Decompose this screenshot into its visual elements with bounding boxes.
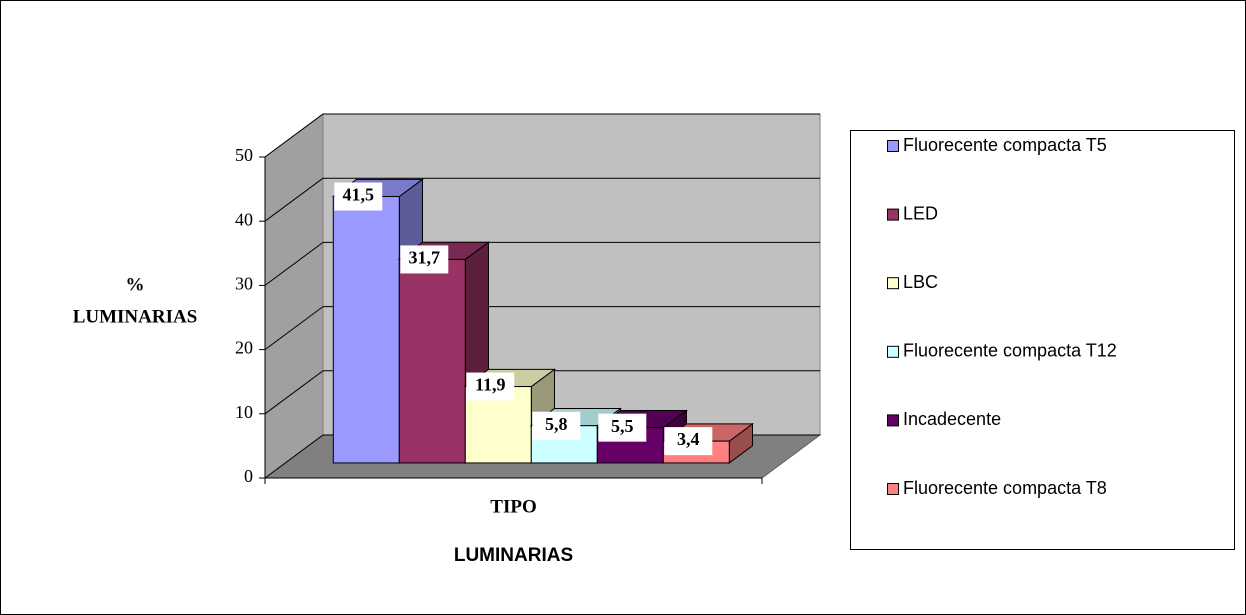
y-tick-label: 50 <box>235 145 253 165</box>
value-label: 5,8 <box>545 414 568 434</box>
x-axis-title: LUMINARIAS <box>454 545 573 566</box>
bar-front <box>398 258 466 464</box>
legend-box <box>850 130 1235 550</box>
legend-swatch <box>887 483 899 495</box>
legend-label: LED <box>903 203 938 223</box>
value-label-box <box>466 372 515 401</box>
grid-line <box>264 306 324 351</box>
grid-line <box>264 370 324 415</box>
x-tick-label: TIPO <box>490 496 536 517</box>
value-label-box <box>664 427 713 456</box>
grid-line <box>264 434 324 479</box>
value-label-box <box>400 245 449 274</box>
legend-label: Fluorecente compacta T5 <box>903 135 1107 155</box>
y-tick-label: 20 <box>235 338 253 358</box>
y-axis-title: % <box>126 274 145 295</box>
bar-front <box>332 196 400 464</box>
value-label: 41,5 <box>343 185 375 205</box>
legend-swatch <box>887 414 899 427</box>
value-label-box <box>532 411 581 440</box>
value-label: 3,4 <box>677 429 700 449</box>
side-wall <box>264 113 324 479</box>
value-label: 11,9 <box>475 375 506 395</box>
value-label: 5,5 <box>611 416 634 436</box>
y-axis-title: LUMINARIAS <box>73 306 198 327</box>
y-tick-label: 0 <box>244 466 253 486</box>
value-label: 31,7 <box>409 248 441 268</box>
legend-swatch <box>887 140 899 152</box>
y-tick-label: 40 <box>235 209 253 229</box>
y-tick-label: 10 <box>235 402 253 422</box>
value-label-box <box>598 413 647 442</box>
legend-swatch <box>887 208 899 221</box>
value-label-box <box>334 182 383 211</box>
legend-label: Incadecente <box>903 409 1001 429</box>
legend-label: LBC <box>903 272 938 292</box>
grid-line <box>264 241 324 286</box>
legend-swatch <box>887 345 899 358</box>
grid-line <box>264 177 324 222</box>
grid-line <box>264 113 324 158</box>
legend-label: Fluorecente compacta T8 <box>903 478 1107 498</box>
legend-label: Fluorecente compacta T12 <box>903 341 1117 361</box>
y-tick-label: 30 <box>235 274 253 294</box>
legend-swatch <box>887 277 899 290</box>
